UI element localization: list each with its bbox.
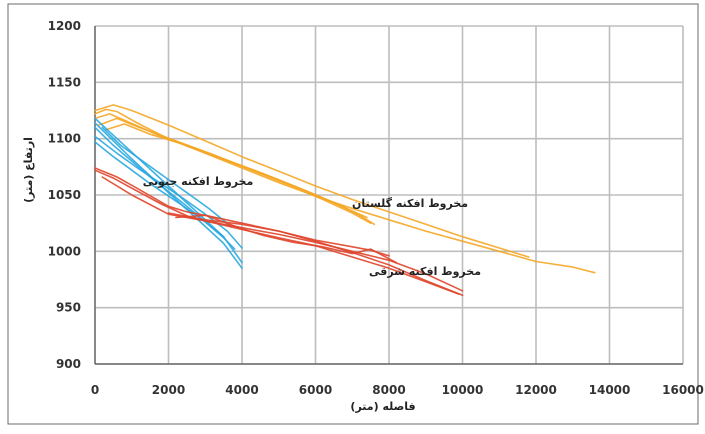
annotation-north: مخروط افکنه شرقی — [369, 265, 481, 278]
series-line-south — [94, 122, 243, 269]
x-tick-label: 6000 — [299, 383, 332, 397]
series-line-golestan — [105, 123, 368, 219]
x-tick-label: 12000 — [515, 383, 557, 397]
x-tick-label: 16000 — [662, 383, 704, 397]
series-line-south — [101, 126, 232, 228]
series-layer — [94, 104, 596, 297]
series-line-north — [94, 167, 464, 297]
series-line-north — [101, 176, 464, 292]
annotation-golestan: مخروط افکنه گلستان — [352, 197, 468, 210]
x-tick-label: 14000 — [589, 383, 631, 397]
x-tick-label: 2000 — [152, 383, 185, 397]
y-tick-label: 1000 — [48, 244, 81, 258]
x-axis-label: فاصله (متر) — [350, 400, 415, 413]
y-tick-label: 1150 — [48, 75, 81, 89]
grid-layer — [94, 25, 684, 365]
series-line-golestan — [94, 104, 530, 258]
x-tick-label: 8000 — [372, 383, 405, 397]
y-axis-label: ارتفاع (متر) — [22, 137, 35, 203]
y-tick-label: 900 — [56, 357, 81, 371]
x-tick-label: 4000 — [225, 383, 258, 397]
series-line-north — [175, 214, 398, 264]
tick-layer: 0 2000 4000 6000 8000 10000 12000 14000 16000 900… — [48, 19, 704, 397]
y-tick-label: 950 — [56, 301, 81, 315]
x-tick-label: 10000 — [442, 383, 484, 397]
series-line-south — [94, 135, 243, 249]
annotation-south: مخروط افکنه جنوبی — [143, 175, 254, 188]
y-tick-label: 1200 — [48, 19, 81, 33]
x-tick-label: 0 — [91, 383, 99, 397]
y-tick-label: 1050 — [48, 188, 81, 202]
y-tick-label: 1100 — [48, 132, 81, 146]
